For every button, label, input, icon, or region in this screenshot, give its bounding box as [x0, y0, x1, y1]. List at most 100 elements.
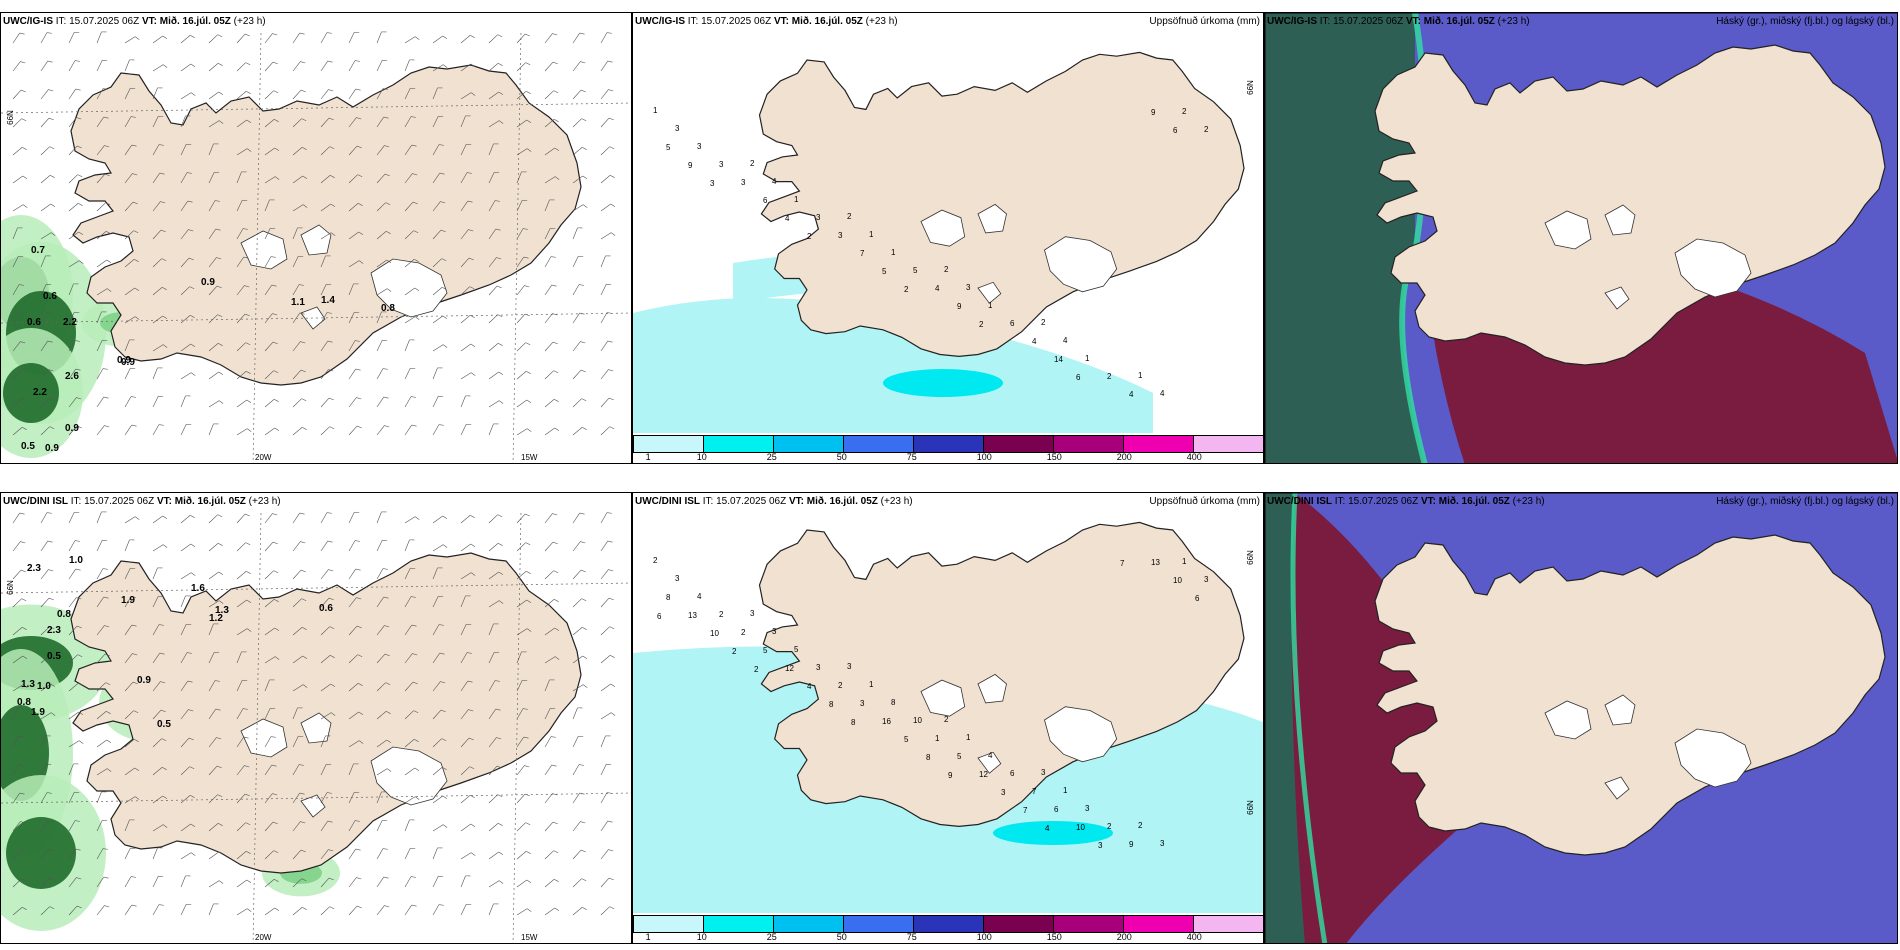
- wind-barb: [124, 539, 130, 552]
- legend-tick-label: 400: [1186, 452, 1202, 462]
- wind-barb: [488, 285, 498, 296]
- wind-barb-flag: [244, 285, 250, 288]
- legend-swatch: [633, 436, 703, 452]
- cloud-map: [1265, 13, 1897, 463]
- wind-barb: [600, 255, 606, 268]
- wind-barb: [236, 651, 242, 664]
- wind-barb-flag: [246, 399, 252, 403]
- wind-barb: [488, 371, 499, 380]
- wind-barb-flag: [302, 907, 307, 910]
- wind-barb: [124, 796, 136, 804]
- legend-swatch: [1053, 916, 1123, 932]
- wind-barb: [320, 32, 328, 44]
- wind-barb-flag: [438, 144, 444, 146]
- wind-barb-flag: [48, 117, 54, 121]
- wind-barb-flag: [581, 878, 587, 882]
- wind-barb-flag: [412, 681, 418, 685]
- wind-barb: [376, 682, 386, 692]
- wind-barb: [152, 116, 159, 128]
- precip-value-label: 9: [957, 302, 962, 311]
- wind-barb-flag: [217, 514, 223, 518]
- wind-barb: [348, 740, 360, 748]
- wind-barb: [180, 35, 191, 44]
- wind-barb: [544, 541, 554, 552]
- wind-barb: [404, 710, 414, 720]
- wind-barb-flag: [78, 683, 83, 686]
- wind-barb-flag: [495, 228, 501, 231]
- wind-barb: [40, 397, 50, 408]
- wind-barb: [348, 820, 356, 832]
- wind-barb-flag: [554, 656, 560, 660]
- wind-barb: [124, 368, 131, 380]
- wind-barb: [432, 767, 443, 776]
- wind-barb-flag: [606, 792, 612, 794]
- wind-barb-flag: [440, 201, 446, 204]
- wind-barb: [404, 539, 410, 552]
- wind-barb: [124, 259, 135, 268]
- wind-barb: [572, 32, 580, 44]
- wind-barb: [432, 847, 438, 860]
- wind-barb-flag: [103, 596, 109, 599]
- wind-barb-flag: [46, 792, 52, 794]
- precip-value-label: 2: [1107, 372, 1112, 381]
- wind-barb: [96, 173, 106, 184]
- wind-barb: [348, 203, 359, 212]
- wind-barb-flag: [77, 654, 83, 658]
- wind-barb-flag: [190, 795, 195, 798]
- wind-barb: [460, 823, 471, 832]
- wind-barb-flag: [47, 60, 53, 63]
- wind-barb-flag: [414, 767, 420, 771]
- wind-barb-flag: [48, 877, 54, 881]
- precip-value-label: 3: [675, 574, 680, 583]
- wind-barb: [264, 656, 276, 664]
- wind-barb: [516, 171, 522, 184]
- iceland-landmass: [758, 521, 1245, 828]
- wind-barb: [152, 287, 163, 296]
- wind-value-label: 0.9: [121, 357, 135, 368]
- wind-barb: [208, 794, 218, 804]
- wind-barb: [124, 88, 131, 100]
- wind-barb: [348, 512, 355, 524]
- wind-barb: [96, 739, 107, 748]
- wind-barb-flag: [551, 764, 557, 767]
- wind-map: 1.02.31.61.92.30.8 1.31.20.60.51.3 1.00.90…: [1, 511, 631, 943]
- wind-barb-flag: [608, 849, 614, 852]
- wind-barb: [460, 737, 470, 748]
- wind-barb: [68, 283, 74, 296]
- wind-barb-flag: [105, 202, 111, 206]
- wind-barb: [12, 32, 20, 44]
- wind-barb: [152, 709, 162, 720]
- legend-bar: [633, 915, 1263, 933]
- wind-barb: [516, 148, 528, 156]
- wind-barb: [40, 906, 50, 916]
- wind-barb-flag: [301, 118, 307, 122]
- wind-barb-flag: [20, 569, 26, 573]
- wind-barb-flag: [272, 61, 278, 65]
- wind-barb-flag: [579, 312, 585, 315]
- wind-barb: [488, 143, 494, 156]
- wind-barb: [152, 144, 160, 156]
- wind-barb: [572, 118, 582, 128]
- wind-barb-flag: [581, 598, 587, 602]
- wind-barb-flag: [75, 88, 81, 91]
- wind-barb: [600, 312, 608, 324]
- wind-barb: [208, 423, 214, 436]
- coastline: [758, 51, 1245, 358]
- wind-barb: [320, 312, 328, 324]
- wind-barb-flag: [414, 739, 419, 742]
- wind-barb-flag: [526, 148, 532, 152]
- wind-barb: [516, 651, 522, 664]
- wind-barb: [12, 512, 20, 524]
- wind-barb-flag: [578, 284, 584, 286]
- wind-barb: [264, 427, 275, 436]
- wind-barb: [12, 89, 22, 100]
- legend-swatch: [983, 916, 1053, 932]
- wind-barb: [152, 544, 164, 552]
- wind-barb: [572, 61, 581, 72]
- wind-barb-flag: [354, 820, 360, 822]
- wind-barb-flag: [48, 89, 54, 92]
- wind-barb: [236, 313, 246, 324]
- wind-barb: [12, 256, 19, 268]
- wind-barb: [180, 823, 191, 832]
- wind-barb: [320, 540, 328, 552]
